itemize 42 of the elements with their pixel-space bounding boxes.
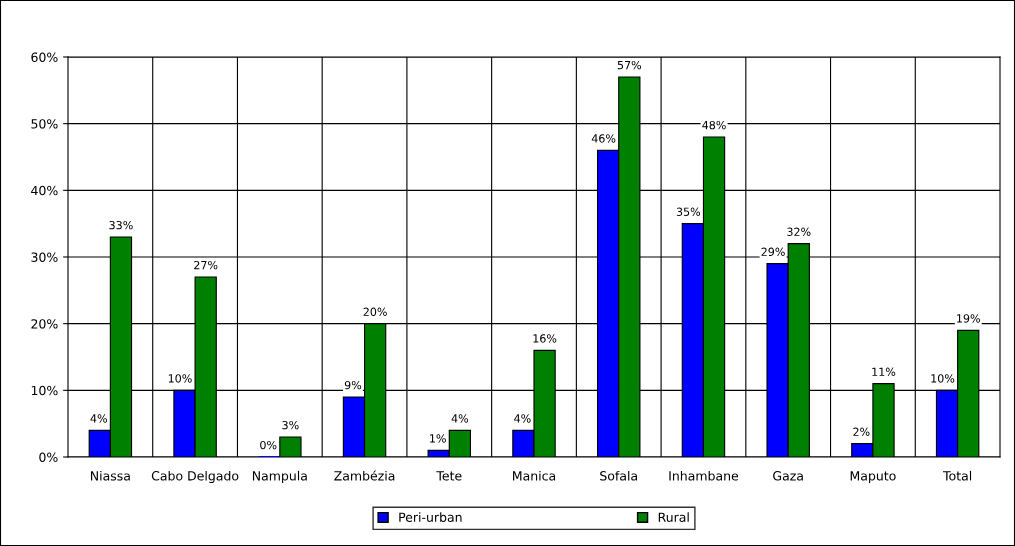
x-tick-label: Inhambane: [669, 470, 739, 481]
data-label: 4%: [90, 414, 107, 423]
x-tick-label: Tete: [436, 471, 462, 481]
y-tick-label: 30%: [31, 252, 58, 262]
x-tick-label: Zambézia: [334, 470, 395, 481]
data-label: 32%: [787, 227, 811, 236]
data-label: 2%: [853, 427, 870, 436]
data-label: 48%: [702, 120, 726, 130]
x-tick-label: Cabo Delgado: [151, 470, 239, 483]
y-tick-label: 0%: [39, 452, 58, 462]
data-label: 57%: [617, 60, 642, 70]
data-label: 9%: [344, 380, 362, 390]
x-tick-label: Manica: [513, 470, 556, 481]
data-label: 33%: [109, 220, 133, 230]
data-label: 11%: [872, 367, 896, 376]
x-tick-label: Sofala: [600, 470, 637, 481]
data-label: 3%: [282, 420, 299, 430]
data-label: 4%: [514, 414, 531, 423]
y-tick-label: 60%: [31, 52, 58, 62]
y-tick-label: 50%: [31, 119, 58, 129]
data-label: 1%: [430, 434, 446, 443]
data-label: 29%: [761, 247, 785, 256]
data-label: 19%: [957, 314, 980, 323]
legend-label: Rural: [658, 512, 689, 522]
data-label: 46%: [591, 134, 616, 143]
y-tick-label: 20%: [31, 319, 58, 329]
data-label: 20%: [363, 307, 387, 316]
data-label: 16%: [533, 334, 557, 343]
data-label: 27%: [194, 260, 218, 270]
x-tick-label: Maputo: [850, 471, 896, 483]
data-label: 10%: [168, 374, 192, 383]
x-tick-label: Nampula: [252, 470, 307, 483]
y-tick-label: 10%: [31, 385, 58, 396]
data-label: 0%: [260, 440, 277, 450]
data-label: 10%: [931, 374, 955, 383]
x-tick-label: Total: [943, 470, 972, 481]
data-label: 35%: [676, 207, 701, 216]
x-tick-label: Gaza: [773, 471, 803, 481]
data-label: 4%: [451, 414, 469, 423]
legend-label: Peri-urban: [399, 512, 462, 522]
x-tick-label: Niassa: [91, 470, 130, 481]
y-tick-label: 40%: [31, 185, 58, 196]
